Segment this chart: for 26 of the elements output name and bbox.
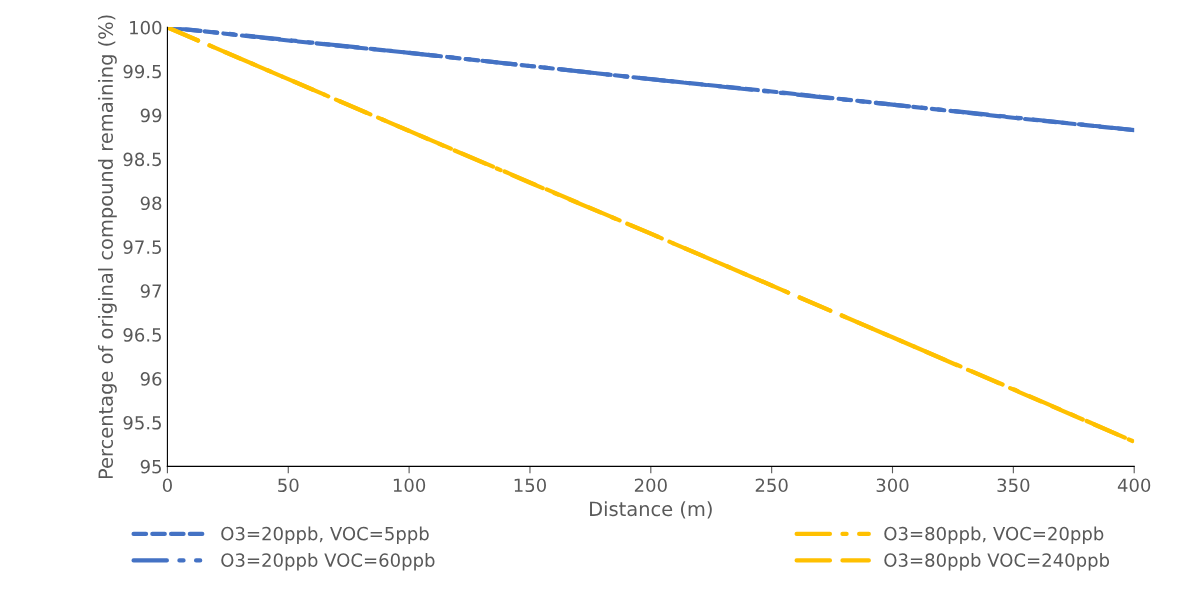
x-axis-title: Distance (m) — [590, 501, 712, 519]
y-tick-label: 96.5 — [123, 328, 161, 342]
y-tick-label: 99 — [140, 108, 162, 123]
y-tick-label: 98 — [140, 196, 162, 211]
x-tick-label: 0 — [162, 478, 172, 493]
y-tick-label: 95.5 — [123, 415, 161, 430]
y-tick-label: 97 — [140, 284, 162, 298]
y-tick-label: 96 — [140, 372, 162, 386]
y-tick-label: 100 — [130, 20, 162, 35]
x-tick-label: 100 — [393, 478, 426, 493]
x-tick-label: 400 — [1117, 478, 1151, 493]
x-tick-label: 350 — [997, 478, 1030, 493]
x-tick-label: 300 — [876, 478, 909, 493]
legend-label: O3=20ppb VOC=60ppb — [221, 552, 435, 571]
y-tick-label: 98.5 — [123, 152, 161, 167]
x-tick-label: 50 — [278, 478, 299, 493]
legend-label: O3=20ppb, VOC=5ppb — [221, 526, 429, 544]
y-axis-title: Percentage of original compound remaining (%) — [97, 15, 117, 479]
x-tick-label: 150 — [514, 478, 546, 493]
x-tick-label: 250 — [755, 478, 788, 493]
legend-label: O3=80ppb VOC=240ppb — [884, 552, 1110, 571]
x-tick-label: 200 — [634, 478, 667, 493]
legend-label: O3=80ppb, VOC=20ppb — [884, 526, 1104, 544]
y-tick-label: 97.5 — [123, 240, 161, 254]
y-tick-label: 95 — [140, 459, 161, 474]
y-tick-label: 99.5 — [123, 64, 161, 79]
